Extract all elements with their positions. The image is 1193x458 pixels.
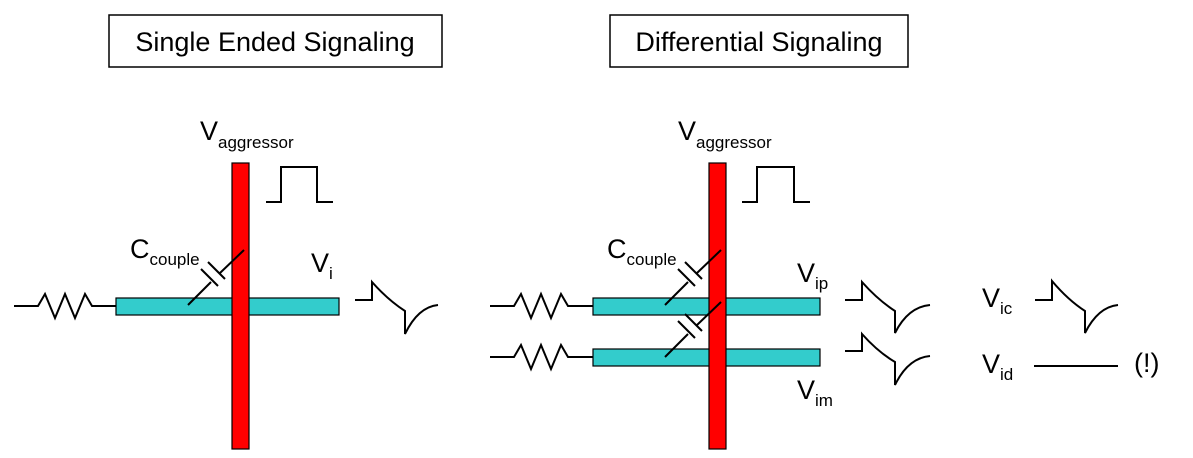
single-coupling-label: Ccouple xyxy=(130,234,200,269)
diff-victim-trace-minus xyxy=(592,348,821,367)
diff-coupling-label: Ccouple xyxy=(607,234,677,269)
single-coupling-capacitor xyxy=(187,249,245,306)
single-noise-waveform xyxy=(355,279,439,335)
diff-victim-trace-plus xyxy=(592,297,821,316)
single-aggressor-wire xyxy=(231,162,250,450)
diff-plus-output-label: Vip xyxy=(797,258,828,293)
diff-plus-noise-waveform xyxy=(845,279,931,334)
differential-title-box xyxy=(609,14,909,68)
diff-minus-noise-waveform xyxy=(845,331,931,386)
single-resistor xyxy=(14,291,116,321)
single-victim-trace xyxy=(115,297,340,316)
diff-resistor-bottom xyxy=(490,342,593,372)
common-mode-waveform xyxy=(1035,278,1119,334)
common-mode-label: Vic xyxy=(982,283,1013,318)
differential-mode-note: (!) xyxy=(1134,348,1159,378)
single-output-label: Vi xyxy=(311,248,333,283)
diff-coupling-capacitor-top xyxy=(664,249,722,306)
single-aggressor-pulse xyxy=(266,166,333,203)
single-aggressor-label: Vaggressor xyxy=(200,116,294,152)
diff-resistor-top xyxy=(490,291,593,321)
differential-panel: Differential Signaling Vaggressor xyxy=(490,14,1159,450)
single-ended-title: Single Ended Signaling xyxy=(135,27,414,57)
single-ended-panel: Single Ended Signaling Vaggressor Ccoupl… xyxy=(14,14,443,450)
single-ended-title-box xyxy=(108,14,443,68)
differential-title: Differential Signaling xyxy=(635,27,882,57)
diff-aggressor-label: Vaggressor xyxy=(678,116,772,152)
diff-aggressor-pulse xyxy=(742,166,810,203)
diff-minus-output-label: Vim xyxy=(797,375,833,410)
diff-coupling-capacitor-bottom xyxy=(664,301,722,358)
differential-mode-label: Vid xyxy=(982,349,1013,384)
